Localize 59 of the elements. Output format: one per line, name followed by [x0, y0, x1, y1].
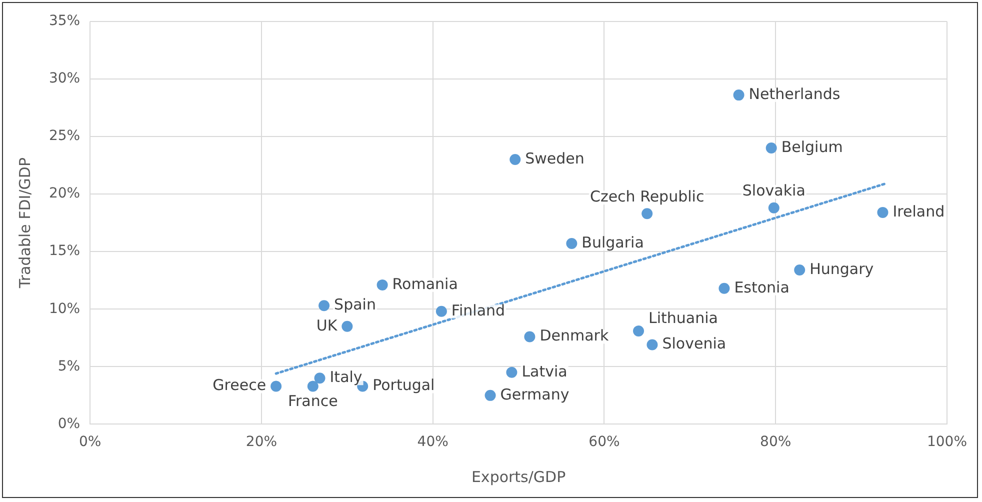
point: [642, 208, 653, 220]
point: [733, 90, 744, 101]
annotation: Sweden: [525, 149, 584, 168]
x-axis-title: Exports/GDP: [471, 468, 566, 486]
annotation: France: [288, 392, 338, 410]
annotation: Slovakia: [742, 182, 806, 200]
point: [646, 339, 658, 350]
annotation: UK: [316, 316, 338, 334]
x-tick-label: 60%: [588, 434, 620, 450]
annotation: Slovenia: [662, 334, 726, 353]
point: [484, 390, 496, 401]
point: [436, 306, 447, 317]
point: [342, 320, 353, 332]
point: [633, 325, 644, 336]
annotation: Romania: [392, 274, 458, 293]
point: [877, 206, 888, 218]
x-tick-label: 40%: [417, 434, 448, 450]
point: [318, 300, 330, 312]
point: [307, 380, 318, 392]
annotation: Netherlands: [748, 84, 840, 103]
point: [794, 264, 806, 276]
y-tick-label: 20%: [48, 186, 80, 202]
annotation: Spain: [334, 296, 376, 314]
annotation: Portugal: [372, 376, 435, 394]
x-tick-label: 100%: [926, 434, 968, 450]
annotation: Italy: [330, 368, 362, 386]
point: [768, 202, 780, 214]
point: [506, 366, 518, 378]
point: [766, 142, 777, 154]
y-tick-label: 30%: [48, 70, 80, 87]
x-tick-label: 0%: [79, 434, 102, 450]
annotation: Lithuania: [648, 308, 718, 327]
point: [510, 154, 521, 166]
y-tick-label: 15%: [48, 243, 80, 260]
annotation: Greece: [212, 376, 266, 394]
point: [566, 238, 578, 250]
annotation: Denmark: [540, 326, 609, 345]
point: [718, 282, 730, 294]
annotation: Estonia: [734, 278, 790, 296]
point: [376, 279, 388, 290]
y-axis-title: Tradable FDI/GDP: [16, 158, 34, 290]
annotation: Belgium: [781, 138, 843, 156]
y-tick-label: 0%: [58, 416, 80, 432]
x-tick-label: 80%: [760, 434, 792, 450]
annotation: Bulgaria: [582, 233, 644, 252]
annotation: Latvia: [522, 362, 568, 380]
point: [270, 380, 282, 392]
y-tick-label: 35%: [48, 13, 80, 30]
point: [524, 331, 536, 342]
y-tick-label: 5%: [58, 358, 80, 374]
annotation: Germany: [500, 385, 570, 404]
y-tick-label: 25%: [48, 128, 80, 144]
annotation: Czech Republic: [590, 187, 704, 206]
annotation: Hungary: [810, 260, 874, 278]
annotation: Ireland: [892, 202, 945, 220]
y-tick-label: 10%: [48, 300, 80, 317]
annotation: Finland: [451, 301, 506, 320]
point: [314, 372, 326, 384]
x-tick-label: 20%: [246, 434, 278, 450]
